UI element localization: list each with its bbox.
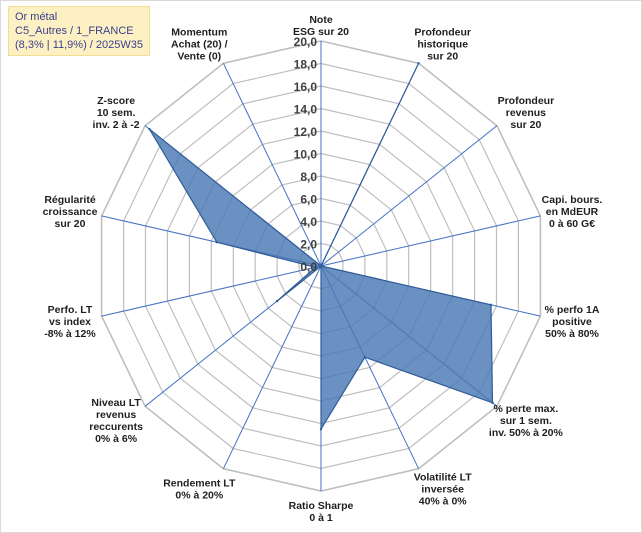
axis-label-line: 40% à 0% bbox=[419, 496, 468, 508]
tick-label-3: 6,0 bbox=[300, 193, 317, 207]
axis-label-line: revenus bbox=[506, 107, 546, 119]
axis-label-line: revenus bbox=[96, 409, 136, 421]
data-point-1 bbox=[417, 62, 420, 65]
axis-label-6: Volatilité LT inversée 40% à 0% bbox=[414, 472, 473, 508]
axis-label-1: Profondeur historique sur 20 bbox=[414, 27, 471, 63]
spoke-8 bbox=[222, 265, 322, 469]
axis-label-line: Achat (20) / bbox=[171, 39, 228, 51]
axis-label-line: Régularité bbox=[44, 194, 96, 206]
axis-label-line: inv. 50% à 20% bbox=[489, 427, 564, 439]
axis-label-line: en MdEUR bbox=[546, 206, 599, 218]
tick-label-0: 0,0 bbox=[300, 260, 317, 274]
axis-label-line: ESG sur 20 bbox=[293, 26, 349, 38]
axis-label-line: vs index bbox=[49, 316, 91, 328]
axis-label-line: historique bbox=[417, 39, 468, 51]
axis-label-0: Note ESG sur 20 bbox=[293, 14, 349, 38]
spoke-3 bbox=[320, 215, 541, 267]
axis-label-line: Profondeur bbox=[498, 95, 555, 107]
axis-label-10: Perfo. LT vs index -8% à 12% bbox=[44, 304, 96, 340]
data-point-9 bbox=[275, 299, 279, 303]
axis-label-line: croissance bbox=[43, 206, 98, 218]
axis-label-2: Profondeur revenus sur 20 bbox=[498, 95, 555, 131]
tick-label-8: 16,0 bbox=[294, 80, 318, 94]
axis-label-line: Profondeur bbox=[414, 27, 471, 39]
axis-label-13: Momentum Achat (20) / Vente (0) bbox=[171, 27, 228, 63]
tick-label-7: 14,0 bbox=[294, 103, 318, 117]
data-point-10 bbox=[314, 266, 317, 269]
axis-label-line: 0 à 1 bbox=[309, 512, 333, 524]
axis-label-4: % perfo 1A positive 50% à 80% bbox=[545, 304, 600, 340]
tick-label-9: 18,0 bbox=[294, 58, 318, 72]
data-point-4 bbox=[489, 303, 493, 306]
axis-label-line: reccurents bbox=[89, 421, 143, 433]
data-point-11 bbox=[215, 241, 218, 244]
axis-label-line: inversée bbox=[421, 484, 464, 496]
axis-label-line: % perfo 1A bbox=[545, 304, 600, 316]
axis-label-line: positive bbox=[552, 316, 592, 328]
info-title: Or métal bbox=[15, 11, 58, 23]
spoke-10 bbox=[101, 265, 322, 317]
axis-label-line: sur 20 bbox=[427, 51, 458, 63]
data-point-12 bbox=[148, 128, 151, 131]
axis-label-line: 0 à 60 G€ bbox=[549, 218, 595, 230]
axis-label-line: inv. 2 à -2 bbox=[93, 119, 140, 131]
tick-label-5: 10,0 bbox=[294, 148, 318, 162]
spoke-2 bbox=[320, 125, 498, 267]
tick-label-4: 8,0 bbox=[300, 170, 317, 184]
axis-label-line: Note bbox=[309, 14, 332, 26]
info-box: Or métal C5_Autres / 1_FRANCE (8,3% | 11… bbox=[8, 6, 150, 56]
axis-label-line: sur 20 bbox=[55, 218, 86, 230]
axis-label-line: sur 20 bbox=[510, 119, 541, 131]
axis-label-line: 0% à 6% bbox=[95, 433, 138, 445]
axis-label-line: 10 sem. bbox=[97, 107, 136, 119]
axis-label-5: % perte max. sur 1 sem. inv. 50% à 20% bbox=[489, 403, 564, 439]
axis-label-line: Niveau LT bbox=[91, 397, 141, 409]
data-point-6 bbox=[363, 356, 367, 359]
info-stats: (8,3% | 11,9%) / 2025W35 bbox=[15, 39, 143, 51]
axis-label-line: Momentum bbox=[171, 27, 227, 39]
data-point-13 bbox=[319, 264, 323, 268]
axis-label-11: Régularité croissance sur 20 bbox=[43, 194, 98, 230]
axis-label-line: 0% à 20% bbox=[175, 490, 224, 502]
axis-label-line: Perfo. LT bbox=[48, 304, 93, 316]
tick-label-6: 12,0 bbox=[294, 125, 318, 139]
tick-label-1: 2,0 bbox=[300, 238, 317, 252]
axis-label-line: Vente (0) bbox=[177, 51, 221, 63]
axis-label-12: Z-score 10 sem. inv. 2 à -2 bbox=[93, 95, 140, 131]
axis-label-line: Volatilité LT bbox=[414, 472, 473, 484]
tick-label-2: 4,0 bbox=[300, 215, 317, 229]
axis-label-line: Ratio Sharpe bbox=[289, 500, 354, 512]
info-category: C5_Autres / 1_FRANCE bbox=[15, 25, 134, 37]
axis-label-8: Rendement LT 0% à 20% bbox=[163, 478, 236, 502]
axis-label-7: Ratio Sharpe 0 à 1 bbox=[289, 500, 354, 524]
axis-label-line: Rendement LT bbox=[163, 478, 236, 490]
tick-label-10: 20,0 bbox=[294, 35, 318, 49]
axis-label-line: -8% à 12% bbox=[44, 328, 96, 340]
spoke-13 bbox=[222, 63, 322, 267]
axis-label-line: % perte max. bbox=[494, 403, 559, 415]
axis-label-line: 50% à 80% bbox=[545, 328, 599, 340]
axis-label-3: Capi. bours. en MdEUR 0 à 60 G€ bbox=[542, 194, 603, 230]
axis-label-line: Capi. bours. bbox=[542, 194, 603, 206]
axis-label-9: Niveau LT revenus reccurents 0% à 6% bbox=[89, 397, 143, 445]
axis-label-line: Z-score bbox=[97, 95, 135, 107]
axis-label-line: sur 1 sem. bbox=[500, 415, 552, 427]
data-point-5 bbox=[491, 401, 494, 404]
data-point-7 bbox=[319, 427, 323, 431]
